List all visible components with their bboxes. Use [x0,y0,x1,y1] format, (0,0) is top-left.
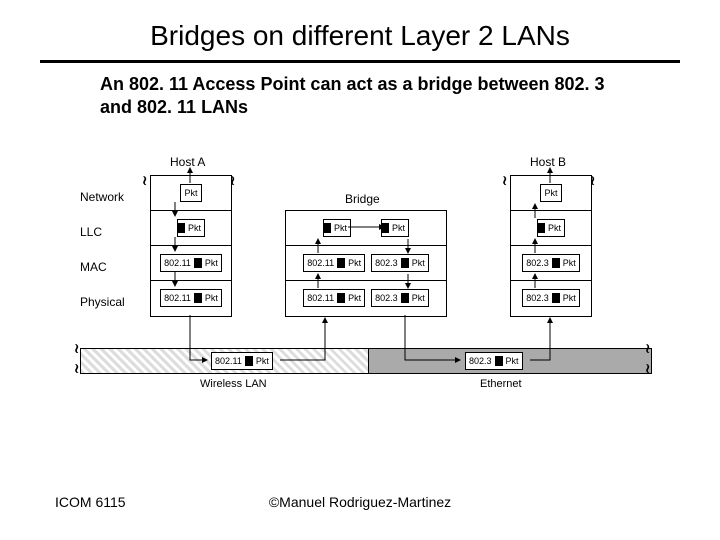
zigzag-icon: ≀ [589,172,597,189]
pkt-box: 802.3.Pkt [371,289,429,307]
zigzag-icon: ≀ [644,360,652,377]
host-b-llc: .Pkt [511,210,591,245]
pkt-box: .Pkt [177,219,205,237]
host-b-label: Host B [530,155,566,169]
title-rule [40,60,680,63]
host-b-mac: 802.3.Pkt [511,245,591,280]
pkt-box: .Pkt [323,219,351,237]
layer-physical-label: Physical [80,295,125,309]
pkt-box: .Pkt [381,219,409,237]
host-b-network: Pkt [511,176,591,210]
pkt-box: 802.11.Pkt [303,254,365,272]
pkt-box: 802.11.Pkt [160,254,222,272]
bridge-llc: .Pkt .Pkt [286,211,446,245]
pkt-box: Pkt [180,184,201,202]
pkt-box: Pkt [540,184,561,202]
host-a-network: Pkt [151,176,231,210]
host-b-physical: 802.3.Pkt [511,280,591,315]
bridge-mac: 802.11.Pkt 802.3.Pkt [286,245,446,280]
page-title: Bridges on different Layer 2 LANs [0,0,720,52]
pkt-box: 802.11.Pkt [211,352,273,370]
zigzag-icon: ≀ [644,340,652,357]
pkt-box: 802.3.Pkt [465,352,523,370]
host-b-stack: Pkt .Pkt 802.3.Pkt 802.3.Pkt [510,175,592,317]
bridge-physical: 802.11.Pkt 802.3.Pkt [286,280,446,315]
host-a-llc: .Pkt [151,210,231,245]
host-a-label: Host A [170,155,205,169]
layer-llc-label: LLC [80,225,102,239]
zigzag-icon: ≀ [141,172,149,189]
medium-ethernet: 802.3.Pkt [368,348,652,374]
host-a-physical: 802.11.Pkt [151,280,231,315]
zigzag-icon: ≀ [73,360,81,377]
pkt-box: 802.3.Pkt [371,254,429,272]
subtitle: An 802. 11 Access Point can act as a bri… [100,73,620,120]
zigzag-icon: ≀ [73,340,81,357]
medium-wireless: 802.11.Pkt [80,348,370,374]
pkt-box: .Pkt [537,219,565,237]
host-a-stack: Pkt .Pkt 802.11.Pkt 802.11.Pkt [150,175,232,317]
pkt-box: 802.11.Pkt [303,289,365,307]
host-a-mac: 802.11.Pkt [151,245,231,280]
pkt-box: 802.3.Pkt [522,289,580,307]
pkt-box: 802.3.Pkt [522,254,580,272]
bridge-diagram: Network LLC MAC Physical Host A Host B B… [80,150,650,470]
footer-center: ©Manuel Rodriguez-Martinez [0,494,720,510]
zigzag-icon: ≀ [501,172,509,189]
wireless-lan-label: Wireless LAN [200,378,267,390]
bridge-label: Bridge [345,192,380,206]
bridge-stack: .Pkt .Pkt 802.11.Pkt 802.3.Pkt 802.11.Pk… [285,210,447,317]
zigzag-icon: ≀ [229,172,237,189]
layer-network-label: Network [80,190,124,204]
pkt-box: 802.11.Pkt [160,289,222,307]
layer-mac-label: MAC [80,260,107,274]
ethernet-label: Ethernet [480,378,522,390]
